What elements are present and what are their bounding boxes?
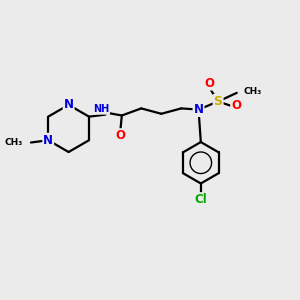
Text: CH₃: CH₃ — [4, 138, 23, 147]
Text: N: N — [64, 98, 74, 111]
Text: S: S — [214, 95, 223, 108]
Text: Cl: Cl — [194, 193, 207, 206]
Text: N: N — [43, 134, 53, 147]
Text: O: O — [116, 129, 125, 142]
Text: N: N — [194, 103, 203, 116]
Text: O: O — [204, 76, 214, 90]
Text: O: O — [231, 99, 241, 112]
Text: CH₃: CH₃ — [243, 87, 261, 96]
Text: NH: NH — [93, 104, 109, 114]
